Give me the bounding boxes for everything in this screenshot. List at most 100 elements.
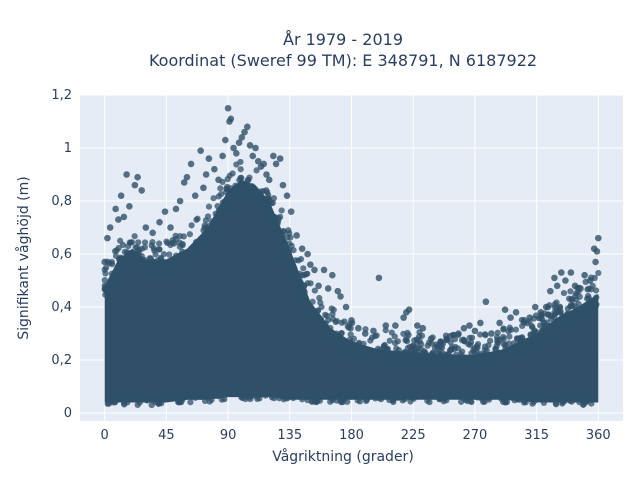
data-point (124, 399, 131, 406)
data-point (546, 322, 553, 330)
data-point (473, 348, 480, 355)
data-point (285, 250, 292, 257)
data-point (557, 269, 565, 276)
data-point (217, 185, 224, 192)
data-point (305, 304, 312, 312)
data-point (533, 395, 540, 402)
data-point (263, 171, 270, 178)
data-point (396, 394, 404, 401)
data-point (481, 331, 489, 338)
data-point (330, 391, 338, 398)
data-point (288, 242, 295, 249)
data-point (281, 242, 288, 249)
data-point (513, 335, 521, 343)
data-point (501, 306, 509, 313)
data-point (286, 254, 293, 262)
data-point (542, 303, 550, 311)
data-point (180, 233, 187, 240)
data-point (238, 134, 246, 141)
data-point (401, 348, 408, 356)
data-point (465, 392, 473, 399)
data-point (488, 330, 495, 337)
data-point (569, 297, 576, 304)
data-point (571, 282, 579, 290)
data-point (217, 191, 225, 198)
data-point (360, 340, 367, 347)
data-point (592, 258, 599, 266)
y-tick-label: 1,2 (51, 88, 72, 103)
data-point (328, 305, 335, 312)
data-point (386, 396, 393, 404)
data-point (188, 222, 195, 229)
data-point (304, 250, 311, 258)
data-point (265, 176, 273, 184)
data-point (296, 276, 303, 283)
data-point (155, 400, 162, 407)
data-point (182, 252, 189, 259)
data-point (131, 181, 139, 189)
data-point (149, 229, 156, 237)
data-point (134, 401, 141, 408)
data-point (520, 399, 528, 406)
data-point (183, 173, 191, 181)
data-point (386, 337, 393, 344)
data-point (588, 400, 595, 407)
data-point (485, 396, 493, 403)
data-point (376, 395, 383, 402)
data-point (545, 311, 552, 319)
data-point (394, 353, 401, 360)
data-point (347, 331, 354, 338)
data-point (547, 287, 554, 295)
data-point (577, 285, 584, 292)
data-point (450, 355, 458, 362)
data-point (490, 357, 497, 364)
data-point (506, 352, 513, 359)
data-point (360, 393, 367, 400)
data-point (560, 289, 568, 297)
data-point (156, 218, 163, 226)
data-point (333, 397, 340, 404)
data-point (141, 244, 148, 251)
data-point (135, 239, 142, 246)
data-point (367, 354, 374, 361)
data-point (542, 329, 549, 336)
data-point (460, 336, 467, 343)
data-point (152, 251, 159, 258)
data-point (471, 327, 479, 335)
data-point (354, 397, 361, 404)
data-point (323, 330, 330, 337)
data-point (418, 353, 425, 360)
data-point (270, 152, 277, 160)
data-point (254, 395, 261, 403)
data-point (233, 161, 240, 168)
data-point (252, 189, 259, 197)
data-point (156, 240, 163, 247)
data-point (260, 160, 268, 168)
x-tick-label: 45 (158, 428, 175, 443)
data-point (235, 139, 243, 147)
data-point (559, 398, 566, 406)
data-point (553, 299, 560, 306)
data-point (284, 234, 291, 241)
data-point (205, 393, 212, 400)
data-point (211, 165, 218, 173)
data-point (309, 298, 316, 305)
data-point (361, 330, 369, 337)
data-point (418, 341, 425, 348)
data-point (262, 392, 269, 399)
data-point (276, 155, 284, 162)
data-point (450, 392, 457, 399)
data-point (443, 356, 450, 363)
x-tick-label: 270 (462, 428, 487, 443)
data-point (346, 347, 353, 354)
data-point (252, 144, 259, 152)
data-point (560, 314, 567, 321)
x-tick-label: 225 (401, 428, 426, 443)
data-point (464, 397, 471, 405)
data-point (287, 208, 295, 215)
data-point (500, 341, 508, 348)
data-point (468, 362, 475, 369)
data-point (202, 217, 210, 224)
data-point (567, 288, 574, 295)
data-point (370, 327, 377, 335)
